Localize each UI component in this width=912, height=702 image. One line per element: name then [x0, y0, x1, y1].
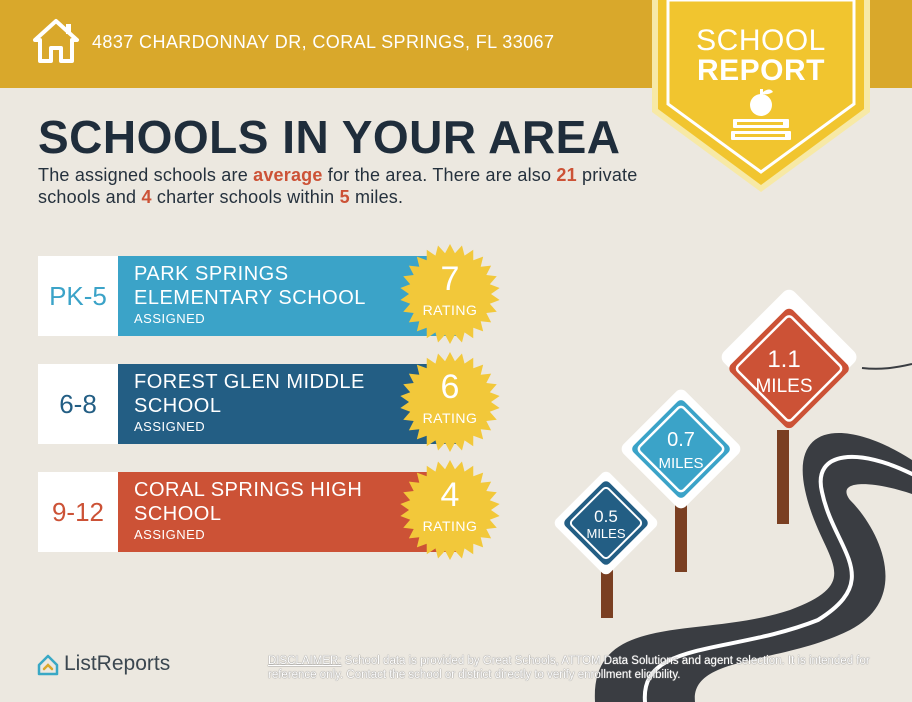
- disclaimer-label: DISCLAIMER:: [268, 655, 342, 667]
- school-info: FOREST GLEN MIDDLE SCHOOL ASSIGNED: [118, 364, 458, 444]
- road-illustration: 1.1 MILES 0.7 MILES 0.5 MILES: [554, 289, 912, 702]
- disclaimer: DISCLAIMER: School data is provided by G…: [268, 654, 878, 682]
- search-radius: 5: [339, 187, 350, 207]
- school-name: CORAL SPRINGS HIGH SCHOOL: [134, 479, 363, 525]
- apple-on-books-icon: [731, 89, 791, 140]
- school-name: PARK SPRINGS ELEMENTARY SCHOOL: [134, 263, 366, 309]
- sign-distance-mid: 0.7: [667, 429, 695, 451]
- logo-text: ListReports: [64, 652, 171, 675]
- intro-text: for the area. There are also: [322, 165, 557, 185]
- sign-unit-far: MILES: [755, 376, 812, 397]
- badge-title-line1: SCHOOL: [696, 24, 826, 57]
- rating-seal: 6 RATING: [398, 350, 502, 454]
- intro-summary: The assigned schools are average for the…: [38, 164, 658, 208]
- rating-label: RATING: [422, 302, 478, 318]
- intro-text: The assigned schools are: [38, 165, 254, 185]
- intro-text: private schools and: [38, 165, 638, 207]
- intro-text: miles.: [349, 187, 404, 207]
- rating-label: RATING: [422, 410, 478, 426]
- rating-seal: 7 RATING: [398, 242, 502, 346]
- school-card-middle[interactable]: 6-8 FOREST GLEN MIDDLE SCHOOL ASSIGNED 6…: [38, 352, 500, 452]
- school-quality-highlight: average: [253, 165, 323, 185]
- distance-sign-near: [554, 471, 658, 618]
- school-card-elementary[interactable]: PK-5 PARK SPRINGS ELEMENTARY SCHOOL ASSI…: [38, 244, 500, 344]
- assignment-status: ASSIGNED: [134, 311, 206, 326]
- charter-school-count: 4: [141, 187, 152, 207]
- disclaimer-text: School data is provided by Great Schools…: [268, 655, 870, 681]
- page-title: SCHOOLS IN YOUR AREA: [38, 111, 621, 163]
- sign-distance-far: 1.1: [767, 346, 800, 373]
- distance-sign-mid: [621, 389, 741, 572]
- rating-value: 6: [440, 368, 460, 406]
- private-school-count: 21: [556, 165, 577, 185]
- school-info: PARK SPRINGS ELEMENTARY SCHOOL ASSIGNED: [118, 256, 458, 336]
- rating-value: 4: [440, 476, 460, 514]
- listreports-logo-icon: [37, 654, 59, 676]
- home-icon: [33, 19, 79, 63]
- road: [594, 432, 912, 702]
- sunburst-seal-icon: [400, 460, 500, 560]
- intro-text: charter schools within: [151, 187, 340, 207]
- school-name: FOREST GLEN MIDDLE SCHOOL: [134, 371, 365, 417]
- rating-seal: 4 RATING: [398, 458, 502, 562]
- sign-unit-mid: MILES: [658, 455, 703, 472]
- property-address: 4837 CHARDONNAY DR, CORAL SPRINGS, FL 33…: [92, 32, 555, 52]
- sign-distance-near: 0.5: [594, 507, 618, 526]
- assignment-status: ASSIGNED: [134, 527, 206, 542]
- badge-title-line2: REPORT: [696, 54, 825, 87]
- rating-value: 7: [440, 260, 460, 298]
- school-report-badge: SCHOOL REPORT: [652, 0, 870, 195]
- grade-range: 9-12: [38, 472, 118, 552]
- grade-range: 6-8: [38, 364, 118, 444]
- school-card-high[interactable]: 9-12 CORAL SPRINGS HIGH SCHOOL ASSIGNED …: [38, 460, 500, 560]
- assignment-status: ASSIGNED: [134, 419, 206, 434]
- sign-unit-near: MILES: [586, 526, 625, 541]
- sunburst-seal-icon: [400, 244, 500, 344]
- rating-label: RATING: [422, 518, 478, 534]
- sunburst-seal-icon: [400, 352, 500, 452]
- grade-range: PK-5: [38, 256, 118, 336]
- distance-sign-far: [721, 289, 857, 524]
- school-info: CORAL SPRINGS HIGH SCHOOL ASSIGNED: [118, 472, 458, 552]
